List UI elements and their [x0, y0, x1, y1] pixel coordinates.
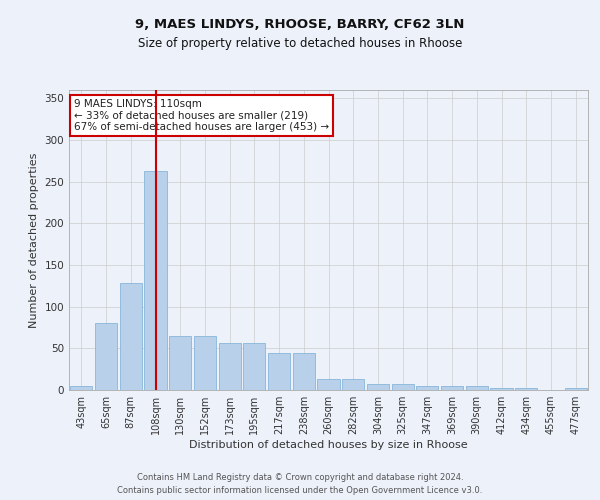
Bar [119, 284, 142, 390]
Bar [145, 171, 167, 390]
Text: Contains HM Land Registry data © Crown copyright and database right 2024.
Contai: Contains HM Land Registry data © Crown c… [118, 474, 482, 495]
Bar [565, 388, 587, 390]
Bar [416, 386, 439, 390]
Y-axis label: Number of detached properties: Number of detached properties [29, 152, 39, 328]
Bar [293, 352, 315, 390]
Bar [466, 386, 488, 390]
Bar [268, 352, 290, 390]
Bar [441, 386, 463, 390]
Bar [367, 384, 389, 390]
Bar [218, 344, 241, 390]
Bar [95, 322, 117, 390]
Text: Size of property relative to detached houses in Rhoose: Size of property relative to detached ho… [138, 38, 462, 51]
Bar [70, 386, 92, 390]
Bar [194, 336, 216, 390]
Bar [243, 344, 265, 390]
Bar [515, 388, 538, 390]
Text: 9 MAES LINDYS: 110sqm
← 33% of detached houses are smaller (219)
67% of semi-det: 9 MAES LINDYS: 110sqm ← 33% of detached … [74, 99, 329, 132]
X-axis label: Distribution of detached houses by size in Rhoose: Distribution of detached houses by size … [189, 440, 468, 450]
Text: 9, MAES LINDYS, RHOOSE, BARRY, CF62 3LN: 9, MAES LINDYS, RHOOSE, BARRY, CF62 3LN [136, 18, 464, 30]
Bar [490, 388, 512, 390]
Bar [342, 379, 364, 390]
Bar [169, 336, 191, 390]
Bar [392, 384, 414, 390]
Bar [317, 379, 340, 390]
